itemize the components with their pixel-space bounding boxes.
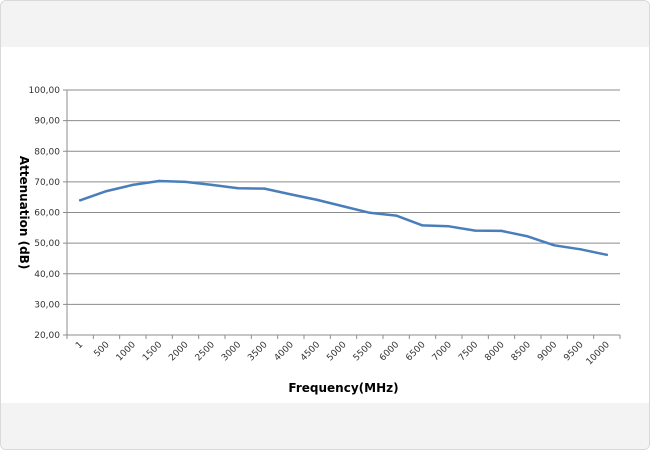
y-tick-labels: 20,00 30,00 40,00 50,00 60,00 70,00 80,00 90,00… [29,86,61,341]
y-tick-label: 80,00 [34,147,60,157]
top-band [1,1,649,47]
data-point [579,248,582,251]
y-tick-label: 20,00 [34,331,60,341]
x-tick-label: 10000 [585,340,613,368]
data-point [605,253,609,256]
data-point [447,225,451,228]
series-group [78,179,609,257]
data-point [526,235,530,238]
y-tick-label: 70,00 [34,178,60,188]
x-tick-label: 1 [74,340,85,351]
x-tick-label: 7500 [457,340,480,363]
data-point [210,183,214,187]
y-tick-label: 40,00 [34,270,60,280]
x-tick-label: 5000 [325,340,348,363]
data-point [157,179,161,183]
x-tick-label: 3500 [246,340,269,363]
x-tick-label: 6500 [404,340,427,363]
x-axis-title: Frequency(MHz) [288,381,398,395]
x-tick-label: 4500 [299,340,322,363]
data-point [421,224,424,227]
data-point [184,180,187,184]
x-tick-label: 8500 [510,340,533,363]
x-tick-label: 4000 [273,340,296,363]
data-point [315,198,319,202]
y-tick-label: 50,00 [34,239,60,249]
x-tick-label: 5500 [352,340,375,363]
x-tick-label: 2500 [194,340,217,363]
data-point [289,193,293,196]
data-point [552,244,556,247]
x-tick-label: 9000 [536,340,559,363]
x-tick-label: 1000 [115,340,138,363]
y-tick-label: 60,00 [34,209,60,219]
data-point [394,214,398,217]
data-point [263,187,266,190]
y-axis-title: Attenuation (dB) [17,156,31,270]
data-point [131,183,135,187]
data-point [342,205,345,208]
data-point [500,229,503,233]
x-tick-label: 8000 [483,340,506,363]
data-point [78,199,82,202]
series-line [78,179,609,257]
bottom-band [1,403,649,449]
data-point [105,189,108,193]
y-tick-label: 100,00 [29,86,61,96]
data-point [236,187,240,190]
x-tick-label: 9500 [562,340,585,363]
y-tick-label: 30,00 [34,300,60,310]
x-tick-label: 7000 [431,340,454,363]
data-point [473,229,477,232]
x-tick-label: 500 [92,340,111,359]
x-tick-label: 6000 [378,340,401,363]
gridlines [63,89,620,336]
x-tick-labels: 1 500 1000 1500 2000 2500 3000 3500 4000 4500 5000… [74,340,612,368]
x-tick-label: 3000 [220,340,243,363]
x-tick-label: 1500 [141,340,164,363]
axes [66,90,621,339]
x-tick-label: 2000 [167,340,190,363]
data-point [368,211,372,215]
y-tick-label: 90,00 [34,117,60,127]
